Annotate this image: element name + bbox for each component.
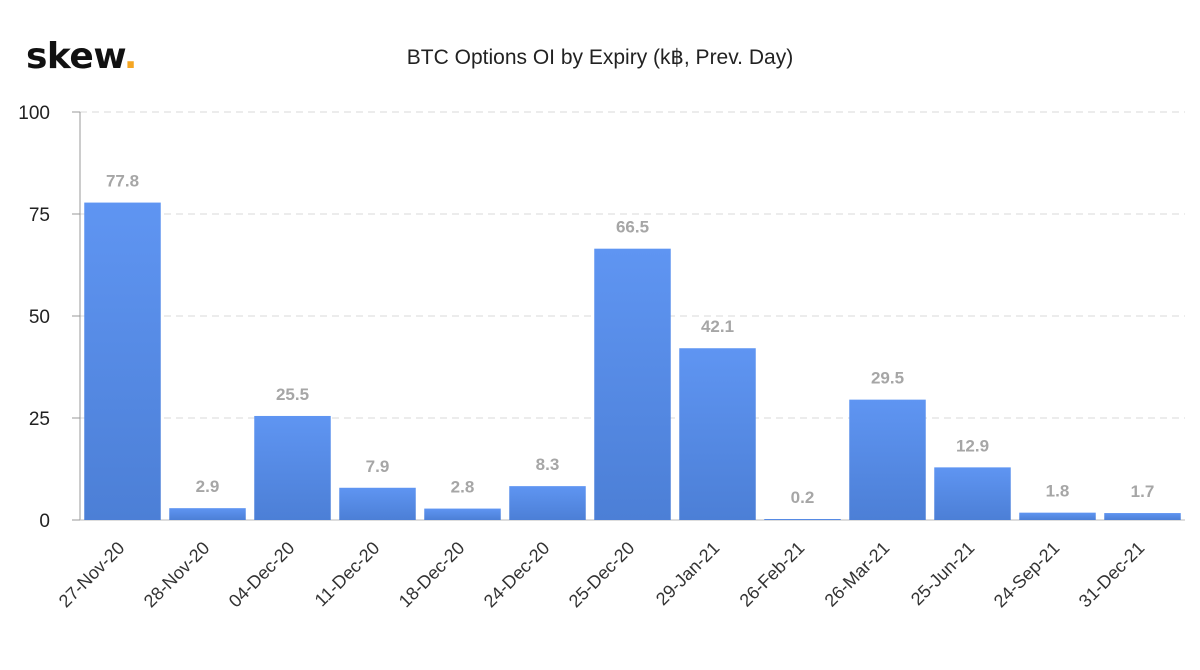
bar-value-label: 7.9 [366, 457, 390, 476]
bar-value-label: 0.2 [791, 488, 815, 507]
bar-value-label: 25.5 [276, 385, 309, 404]
y-tick-label: 0 [39, 511, 50, 532]
bar-24-Sep-21 [1019, 512, 1096, 520]
bar-value-label: 77.8 [106, 172, 139, 191]
bar-26-Feb-21 [764, 519, 841, 520]
x-tick-label: 25-Dec-20 [565, 538, 639, 612]
x-tick-label: 11-Dec-20 [311, 538, 384, 611]
x-tick-label: 29-Jan-21 [652, 538, 723, 609]
x-tick-label: 26-Mar-21 [821, 538, 894, 611]
x-tick-label: 26-Feb-21 [736, 538, 809, 611]
chart-title: BTC Options OI by Expiry (k฿, Prev. Day) [406, 46, 794, 69]
x-tick-label: 04-Dec-20 [225, 538, 299, 612]
x-tick-label: 24-Sep-21 [990, 538, 1064, 612]
y-tick-label: 50 [29, 307, 50, 328]
x-tick-labels: 27-Nov-20 28-Nov-20 04-Dec-20 11-Dec-20 18-D… [55, 538, 1149, 612]
bar-value-label: 1.7 [1131, 482, 1155, 501]
y-tick-label: 75 [29, 205, 50, 226]
x-tick-label: 18-Dec-20 [395, 538, 469, 612]
logo-dot: . [123, 36, 138, 77]
bar-value-label: 12.9 [956, 436, 989, 455]
y-tick-label: 25 [29, 409, 50, 430]
bar-value-label: 8.3 [536, 455, 560, 474]
x-tick-label: 27-Nov-20 [55, 538, 129, 612]
y-tick-label: 100 [18, 103, 50, 124]
bar-25-Dec-20 [594, 248, 671, 520]
y-tick-labels: 0 25 50 75 100 [18, 103, 50, 532]
bars [84, 202, 1181, 521]
bar-29-Jan-21 [679, 348, 756, 520]
bar-value-label: 29.5 [871, 369, 904, 388]
x-tick-label: 25-Jun-21 [907, 538, 978, 609]
value-labels: 77.8 2.9 25.5 7.9 2.8 8.3 66.5 42.1 0.2 29.5 12.9 1… [106, 172, 1154, 508]
x-tick-label: 24-Dec-20 [480, 538, 554, 612]
bar-27-Nov-20 [84, 202, 161, 521]
bar-value-label: 42.1 [701, 317, 734, 336]
bar-18-Dec-20 [424, 508, 501, 520]
bar-24-Dec-20 [509, 486, 586, 520]
bar-28-Nov-20 [169, 508, 246, 520]
bar-value-label: 2.8 [451, 478, 475, 497]
bar-value-label: 1.8 [1046, 482, 1070, 501]
bar-04-Dec-20 [254, 415, 331, 520]
bar-value-label: 2.9 [196, 477, 220, 496]
bar-11-Dec-20 [339, 487, 416, 520]
logo-text: skew [26, 36, 124, 77]
bar-value-label: 66.5 [616, 218, 649, 237]
x-tick-label: 31-Dec-21 [1075, 538, 1149, 612]
bar-25-Jun-21 [934, 467, 1011, 520]
skew-logo: skew. [26, 36, 137, 77]
bar-31-Dec-21 [1104, 513, 1181, 520]
bar-26-Mar-21 [849, 399, 926, 520]
x-tick-label: 28-Nov-20 [140, 538, 214, 612]
